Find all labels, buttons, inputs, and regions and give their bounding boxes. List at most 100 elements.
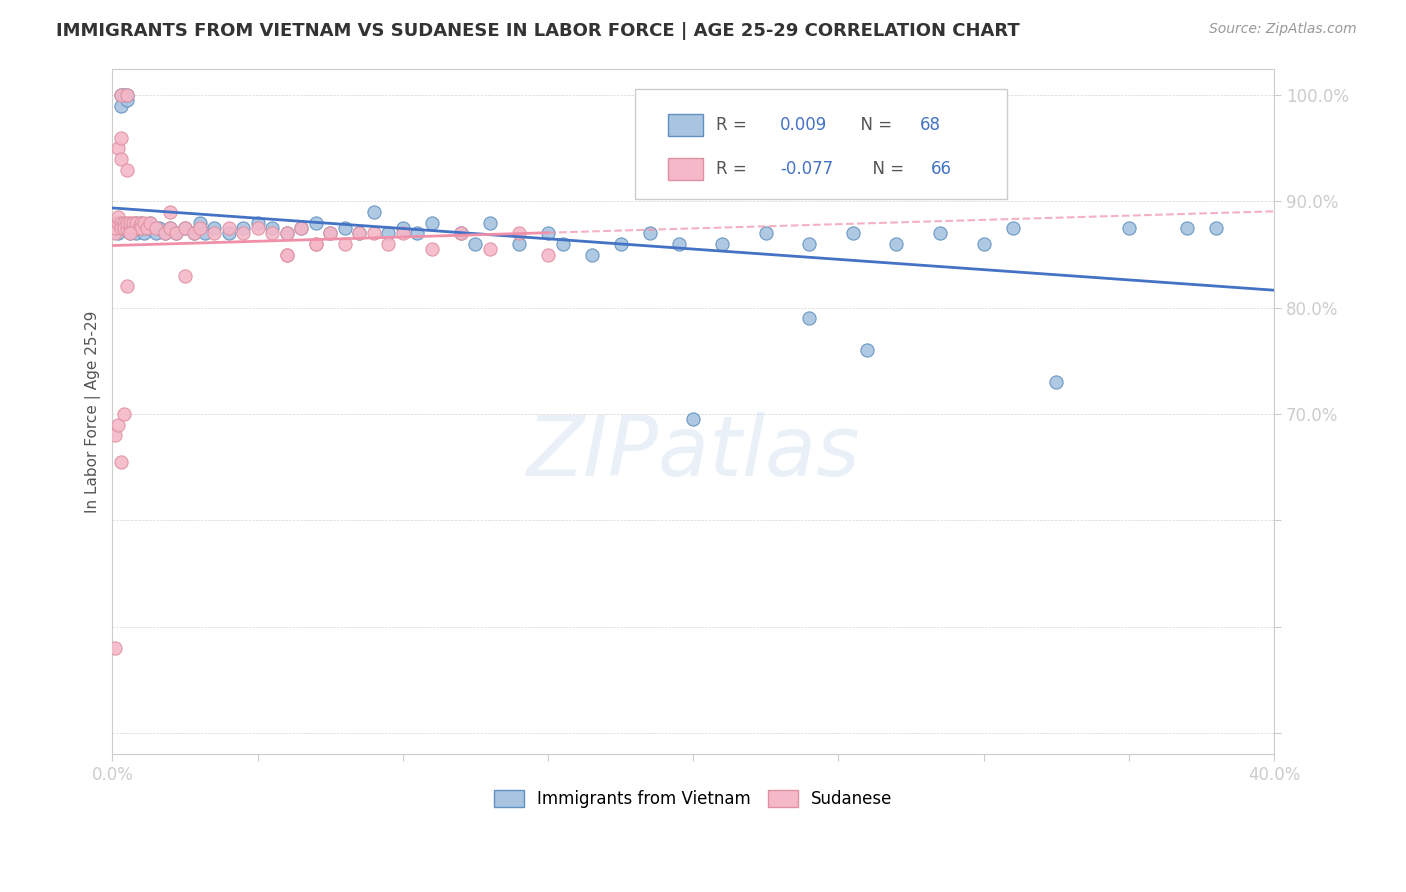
Point: [1045, 375, 1067, 389]
Text: R =: R =: [717, 116, 752, 134]
Point: [107, 216, 129, 230]
Point: [1118, 221, 1140, 235]
Point: [124, 227, 146, 241]
Point: [478, 242, 501, 256]
Point: [420, 216, 443, 230]
Point: [110, 221, 132, 235]
Point: [581, 247, 603, 261]
Point: [194, 227, 217, 241]
Point: [668, 236, 690, 251]
Point: [755, 227, 778, 241]
Point: [305, 216, 328, 230]
Point: [349, 227, 371, 241]
Point: [464, 236, 486, 251]
Point: [202, 221, 225, 235]
Point: [276, 227, 298, 241]
Point: [110, 88, 132, 103]
Point: [128, 221, 150, 235]
Text: -0.077: -0.077: [780, 160, 834, 178]
Point: [165, 227, 187, 241]
Point: [799, 236, 821, 251]
Point: [973, 236, 995, 251]
Point: [333, 236, 356, 251]
Point: [1001, 221, 1024, 235]
Point: [145, 221, 167, 235]
Point: [232, 227, 254, 241]
Point: [246, 221, 269, 235]
Point: [508, 227, 530, 241]
Point: [363, 205, 385, 219]
Point: [276, 247, 298, 261]
Text: 66: 66: [931, 160, 952, 178]
Legend: Immigrants from Vietnam, Sudanese: Immigrants from Vietnam, Sudanese: [488, 783, 898, 814]
Point: [110, 216, 132, 230]
Point: [134, 216, 156, 230]
Point: [145, 227, 167, 241]
Point: [136, 221, 159, 235]
Point: [333, 221, 356, 235]
Text: ZIPatlas: ZIPatlas: [526, 412, 860, 493]
Point: [262, 221, 284, 235]
Point: [107, 221, 129, 235]
Point: [377, 236, 399, 251]
Point: [115, 216, 138, 230]
Text: N =: N =: [851, 116, 897, 134]
Point: [115, 88, 138, 103]
Text: R =: R =: [717, 160, 752, 178]
Point: [121, 221, 143, 235]
Point: [110, 88, 132, 103]
Point: [478, 216, 501, 230]
Point: [112, 88, 135, 103]
Point: [148, 221, 170, 235]
Point: [165, 227, 187, 241]
Point: [159, 221, 181, 235]
Y-axis label: In Labor Force | Age 25-29: In Labor Force | Age 25-29: [86, 310, 101, 513]
FancyBboxPatch shape: [668, 158, 703, 180]
Point: [799, 311, 821, 326]
Point: [450, 227, 472, 241]
Point: [450, 227, 472, 241]
Point: [290, 221, 312, 235]
Text: 68: 68: [920, 116, 941, 134]
Point: [349, 227, 371, 241]
Point: [420, 242, 443, 256]
Point: [124, 221, 146, 235]
Point: [121, 221, 143, 235]
Point: [218, 221, 240, 235]
Point: [682, 412, 704, 426]
Point: [136, 221, 159, 235]
Point: [115, 94, 138, 108]
Point: [276, 247, 298, 261]
Point: [711, 236, 734, 251]
Point: [174, 221, 197, 235]
Point: [363, 227, 385, 241]
Point: [110, 99, 132, 113]
Point: [183, 227, 205, 241]
Point: [1175, 221, 1198, 235]
Point: [107, 211, 129, 225]
Point: [537, 227, 560, 241]
Point: [115, 162, 138, 177]
Point: [115, 221, 138, 235]
Point: [110, 152, 132, 166]
Point: [112, 407, 135, 421]
Point: [246, 216, 269, 230]
Point: [110, 130, 132, 145]
Point: [290, 221, 312, 235]
Point: [118, 221, 141, 235]
Point: [128, 221, 150, 235]
Point: [183, 227, 205, 241]
FancyBboxPatch shape: [636, 89, 1007, 199]
Point: [112, 221, 135, 235]
Point: [115, 279, 138, 293]
Point: [218, 227, 240, 241]
Point: [377, 227, 399, 241]
Text: N =: N =: [862, 160, 910, 178]
Text: Source: ZipAtlas.com: Source: ZipAtlas.com: [1209, 22, 1357, 37]
Point: [319, 227, 342, 241]
Point: [305, 236, 328, 251]
Point: [508, 236, 530, 251]
Point: [118, 227, 141, 241]
Point: [202, 227, 225, 241]
Point: [1205, 221, 1227, 235]
